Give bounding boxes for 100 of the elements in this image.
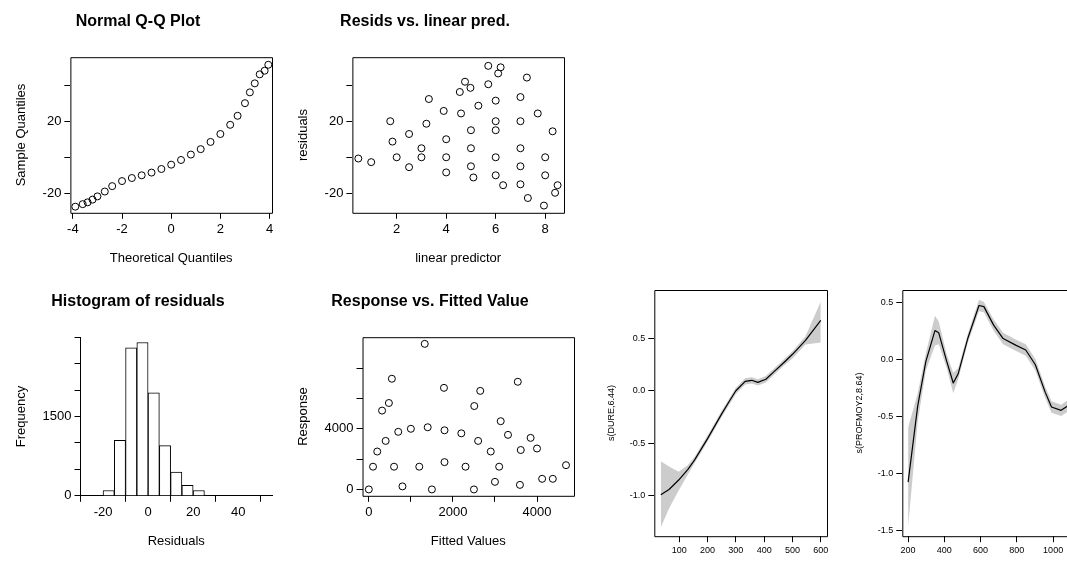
point: [533, 109, 542, 118]
point: [439, 383, 448, 392]
point: [420, 339, 429, 348]
point: [167, 160, 176, 169]
point: [423, 423, 432, 432]
point: [442, 135, 451, 144]
x-tick-label: 1000: [1043, 545, 1064, 556]
x-tick-label: -2: [116, 221, 128, 237]
point: [548, 127, 557, 136]
y-tick-label: -20: [324, 184, 344, 200]
y-tick-label: -20: [42, 184, 62, 200]
x-tick-label: 600: [813, 545, 829, 556]
point: [494, 69, 503, 78]
point: [516, 117, 525, 126]
point: [157, 164, 166, 173]
point: [388, 137, 397, 146]
point: [461, 77, 469, 86]
point: [378, 406, 387, 415]
point: [147, 168, 156, 177]
y-axis-title: s(PROFMOY2,8.64): [853, 372, 864, 454]
point: [469, 173, 478, 182]
chart-title: Normal Q-Q Plot: [75, 12, 201, 30]
x-tick-label: -4: [67, 221, 79, 237]
y-tick-label: -0.5: [629, 437, 646, 448]
x-axis-title: Residuals: [147, 532, 206, 548]
point: [406, 424, 415, 433]
point: [516, 446, 525, 455]
point: [245, 88, 254, 97]
y-tick-label: 0.5: [880, 296, 894, 307]
point: [474, 101, 483, 110]
point: [415, 462, 424, 471]
point: [206, 137, 215, 146]
point: [226, 120, 235, 129]
y-tick-label: -0.5: [877, 410, 894, 421]
point: [491, 96, 500, 105]
point: [424, 95, 433, 104]
y-axis-title: s(DURE,6.44): [605, 385, 616, 442]
point: [186, 150, 195, 159]
point: [495, 462, 504, 471]
point: [503, 430, 512, 439]
point: [455, 88, 464, 96]
x-axis-title: Fitted Values: [430, 532, 507, 548]
point: [216, 130, 225, 139]
point: [541, 153, 550, 162]
y-axis-title: residuals: [295, 108, 311, 162]
x-tick-label: 300: [728, 545, 744, 556]
x-tick-label: 600: [973, 545, 989, 556]
point: [196, 145, 205, 154]
point: [457, 429, 466, 438]
point: [457, 109, 466, 118]
y-tick-label: -1.0: [877, 467, 894, 478]
y-tick-label: 20: [328, 112, 344, 128]
point: [440, 458, 449, 467]
point: [466, 126, 475, 135]
point: [78, 200, 87, 209]
point: [513, 377, 522, 386]
point: [533, 444, 541, 453]
point: [127, 174, 136, 182]
point: [470, 402, 479, 411]
x-tick-label: 4000: [522, 504, 552, 520]
x-tick-label: 0: [144, 504, 152, 520]
point: [417, 144, 426, 153]
point: [387, 374, 396, 383]
chart-title: Resids vs. linear pred.: [340, 12, 510, 30]
point: [476, 386, 485, 395]
point: [118, 177, 127, 186]
point: [71, 202, 80, 211]
point: [484, 61, 493, 70]
x-tick-label: 800: [1009, 545, 1025, 556]
point: [264, 60, 272, 69]
y-axis-title: Sample Quantiles: [13, 83, 29, 187]
point: [422, 119, 431, 128]
point: [240, 99, 249, 108]
point: [83, 198, 92, 207]
x-tick-label: 6: [492, 221, 500, 237]
point: [469, 485, 478, 494]
point: [491, 171, 500, 180]
y-tick-label: 0.0: [880, 353, 894, 364]
point: [466, 162, 475, 171]
point: [177, 155, 186, 164]
point: [373, 447, 382, 456]
point: [523, 194, 532, 203]
point: [553, 181, 562, 190]
point: [515, 480, 524, 489]
point: [354, 154, 363, 163]
point: [100, 187, 109, 196]
point: [522, 73, 531, 82]
point: [255, 70, 264, 79]
point: [499, 181, 508, 190]
y-axis-title: Response: [295, 387, 311, 446]
chart-title: Response vs. Fitted Value: [331, 292, 529, 310]
point: [491, 126, 500, 135]
point: [539, 201, 548, 210]
point: [562, 461, 571, 470]
x-tick-label: 2: [216, 221, 224, 237]
y-tick-label: -1.5: [877, 524, 894, 535]
point: [417, 153, 426, 162]
point: [466, 144, 475, 153]
x-tick-label: 20: [185, 504, 201, 520]
point: [394, 427, 403, 436]
